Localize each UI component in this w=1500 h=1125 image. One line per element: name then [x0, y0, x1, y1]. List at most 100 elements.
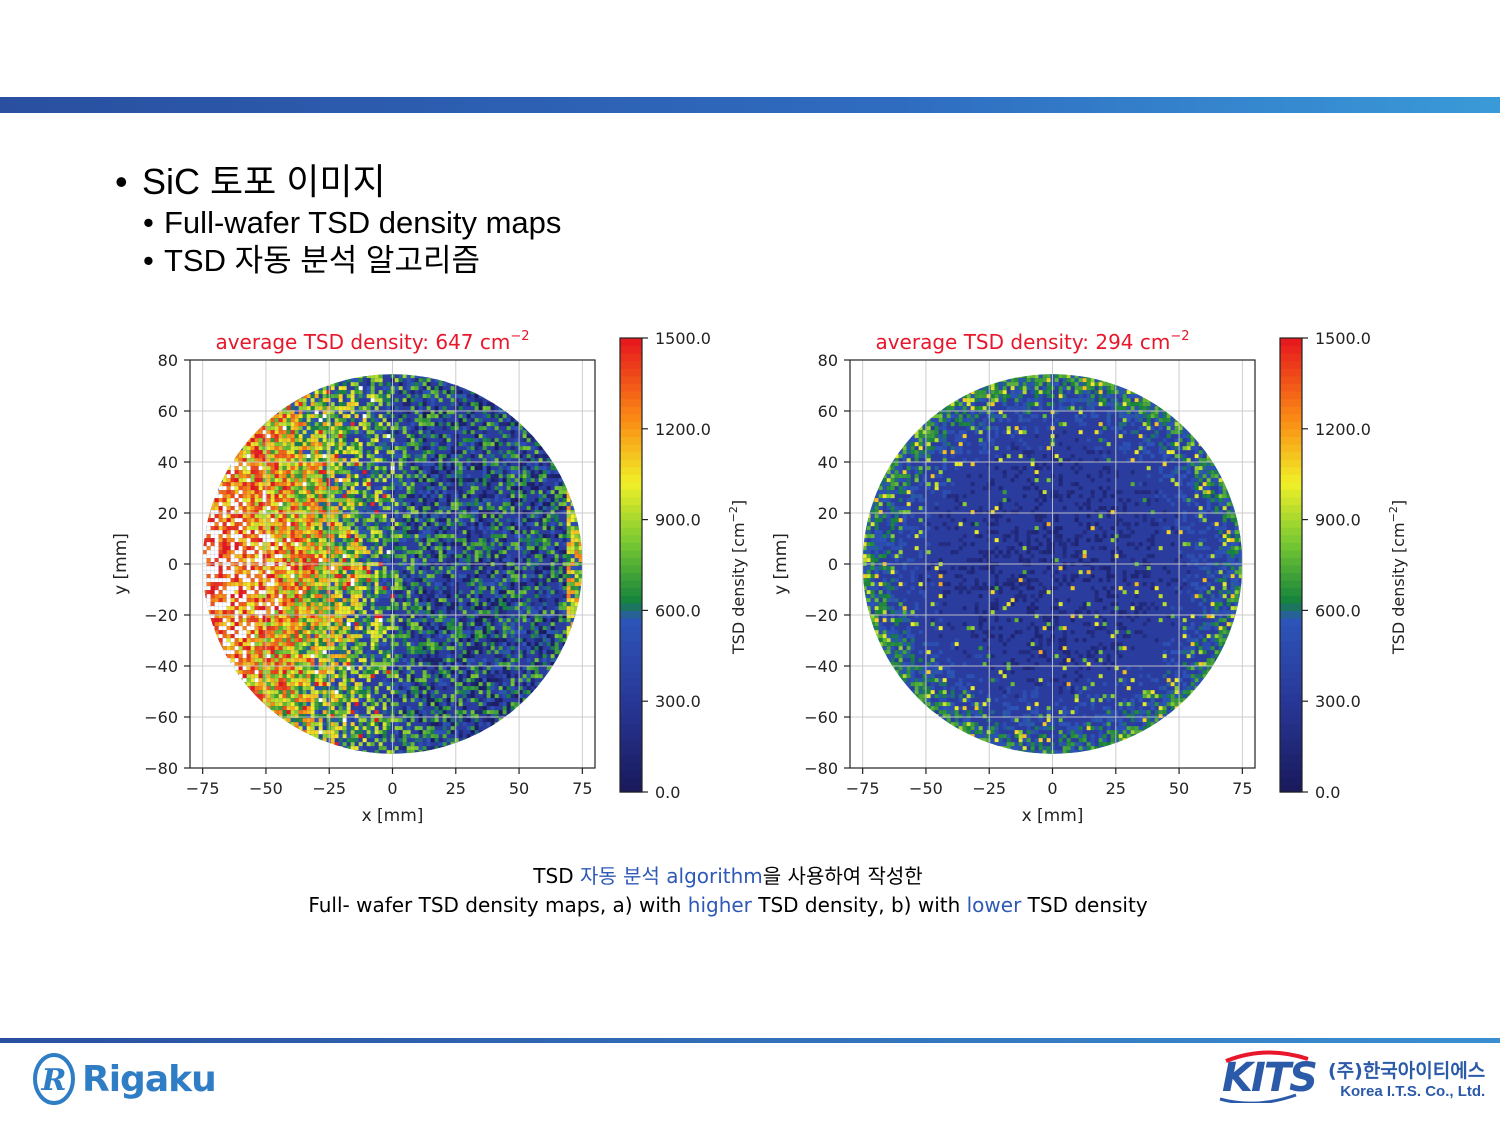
density-cell — [406, 598, 411, 603]
density-cell — [350, 406, 355, 411]
density-cell — [350, 666, 355, 671]
density-cell — [310, 702, 315, 707]
density-cell — [306, 462, 311, 467]
density-cell — [430, 442, 435, 447]
density-cell — [414, 690, 419, 695]
density-cell — [446, 674, 451, 679]
density-cell — [222, 490, 227, 495]
density-cell — [334, 594, 339, 599]
density-cell — [322, 582, 327, 587]
density-cell — [414, 558, 419, 563]
density-cell — [254, 490, 259, 495]
density-cell — [254, 690, 259, 695]
density-cell — [262, 534, 267, 539]
density-cell — [242, 482, 247, 487]
density-cell — [326, 530, 331, 535]
density-cell — [298, 542, 303, 547]
density-cell — [350, 738, 355, 743]
density-cell — [290, 714, 295, 719]
density-cell — [486, 682, 491, 687]
density-cell — [238, 614, 243, 619]
density-cell — [338, 534, 343, 539]
density-cell — [286, 454, 291, 459]
density-cell — [250, 514, 255, 519]
density-cell — [314, 578, 319, 583]
density-cell — [454, 434, 459, 439]
density-cell — [418, 594, 423, 599]
density-cell — [450, 650, 455, 655]
density-cell — [314, 638, 319, 643]
density-cell — [262, 582, 267, 587]
density-cell — [442, 710, 447, 715]
density-cell — [486, 422, 491, 427]
density-cell — [258, 486, 263, 491]
density-cell — [354, 726, 359, 731]
density-cell — [386, 634, 391, 639]
density-cell — [454, 390, 459, 395]
density-cell — [458, 538, 463, 543]
density-cell — [298, 434, 303, 439]
density-cell — [386, 538, 391, 543]
density-cell — [238, 570, 243, 575]
density-cell — [294, 470, 299, 475]
density-cell — [230, 550, 235, 555]
density-cell — [218, 526, 223, 531]
density-cell — [402, 530, 407, 535]
density-cell — [458, 522, 463, 527]
density-cell — [246, 582, 251, 587]
density-cell — [238, 594, 243, 599]
density-cell — [334, 622, 339, 627]
density-cell — [226, 474, 231, 479]
density-cell — [294, 578, 299, 583]
density-cell — [378, 718, 383, 723]
density-cell — [354, 638, 359, 643]
density-cell — [238, 546, 243, 551]
density-cell — [314, 430, 319, 435]
density-cell — [486, 414, 491, 419]
density-cell — [310, 638, 315, 643]
density-cell — [430, 462, 435, 467]
density-cell — [322, 546, 327, 551]
density-cell — [230, 538, 235, 543]
density-cell — [310, 462, 315, 467]
density-cell — [318, 426, 323, 431]
density-cell — [322, 714, 327, 719]
density-cell — [474, 722, 479, 727]
density-cell — [414, 418, 419, 423]
density-cell — [446, 394, 451, 399]
density-cell — [462, 522, 467, 527]
density-cell — [466, 630, 471, 635]
density-cell — [258, 502, 263, 507]
density-cell — [254, 662, 259, 667]
density-cell — [482, 602, 487, 607]
density-cell — [430, 646, 435, 651]
density-cell — [406, 490, 411, 495]
density-cell — [282, 530, 287, 535]
density-cell — [478, 666, 483, 671]
density-cell — [490, 582, 495, 587]
density-cell — [394, 522, 399, 527]
density-cell — [406, 642, 411, 647]
density-cell — [254, 438, 259, 443]
density-cell — [354, 478, 359, 483]
density-cell — [322, 566, 327, 571]
density-cell — [442, 458, 447, 463]
density-cell — [250, 462, 255, 467]
density-cell — [306, 650, 311, 655]
density-cell — [286, 418, 291, 423]
density-cell — [370, 498, 375, 503]
density-cell — [362, 478, 367, 483]
density-cell — [306, 566, 311, 571]
density-cell — [322, 626, 327, 631]
density-cell — [378, 394, 383, 399]
density-cell — [338, 410, 343, 415]
density-cell — [342, 726, 347, 731]
density-cell — [430, 494, 435, 499]
density-cell — [330, 682, 335, 687]
density-cell — [306, 414, 311, 419]
density-cell — [414, 554, 419, 559]
density-cell — [358, 550, 363, 555]
density-cell — [334, 418, 339, 423]
density-cell — [226, 466, 231, 471]
density-cell — [306, 626, 311, 631]
